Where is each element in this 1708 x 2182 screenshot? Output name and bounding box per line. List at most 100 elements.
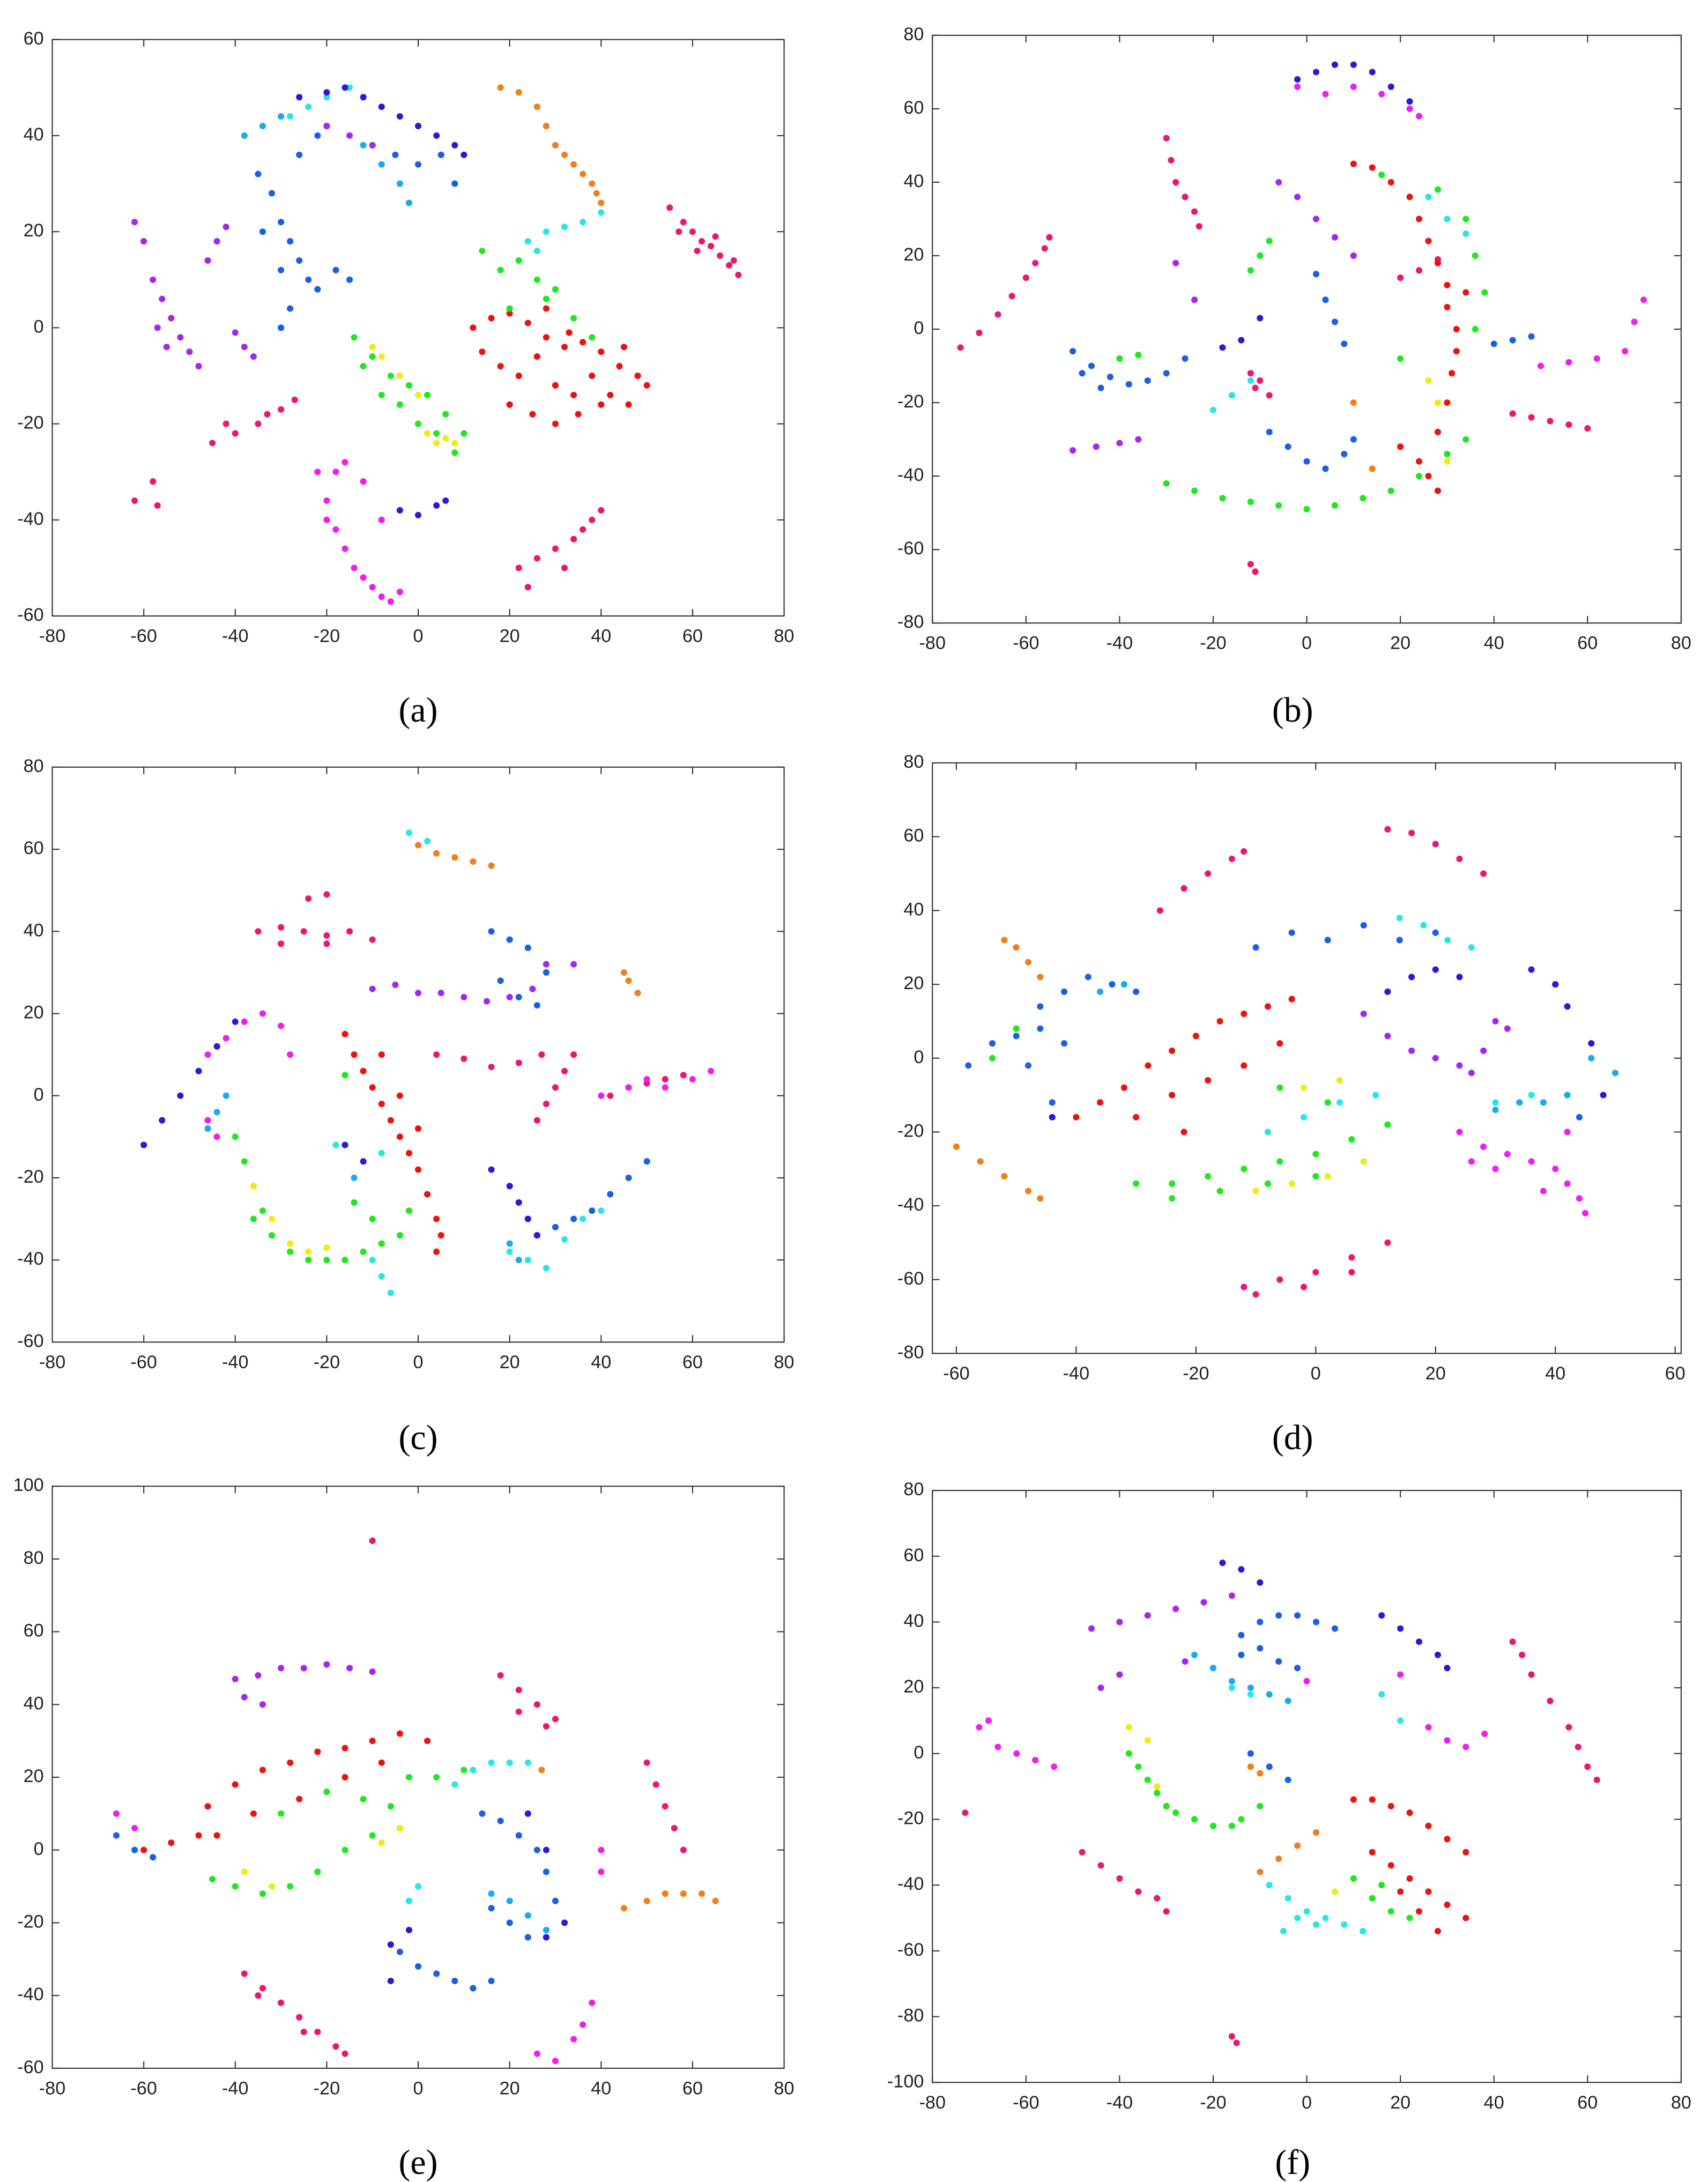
point [1228, 1822, 1235, 1829]
point [470, 858, 477, 865]
point [305, 276, 312, 283]
y-tick-label: 80 [903, 24, 924, 44]
point [387, 598, 394, 605]
point [437, 990, 444, 997]
y-tick-label: 80 [24, 1548, 44, 1568]
point [154, 324, 161, 331]
point [360, 142, 367, 149]
point [1241, 1283, 1247, 1290]
x-tick-label: -20 [314, 1352, 340, 1372]
y-tick-label: -20 [17, 413, 44, 433]
x-tick-label: -20 [1183, 1363, 1209, 1384]
point [278, 266, 285, 273]
point [396, 180, 403, 187]
point [662, 1076, 669, 1083]
point [1228, 1684, 1235, 1691]
point [1462, 1743, 1469, 1750]
point [698, 1890, 706, 1897]
point [1425, 377, 1432, 384]
point [1622, 348, 1629, 355]
y-tick-label: -20 [897, 1120, 924, 1141]
point [561, 224, 568, 231]
x-tick-label: 40 [1484, 633, 1504, 654]
point [598, 1868, 605, 1875]
y-tick-label: -60 [17, 1331, 44, 1351]
y-tick-label: -40 [897, 1194, 924, 1215]
point [387, 1977, 394, 1985]
point [698, 238, 706, 245]
point [341, 1141, 348, 1148]
point [1257, 1579, 1264, 1586]
point [1109, 981, 1116, 988]
point [1324, 1172, 1331, 1180]
point [259, 1010, 266, 1017]
point [598, 199, 605, 206]
point [323, 89, 330, 96]
point [1001, 937, 1008, 944]
x-tick-label: 60 [1665, 1363, 1685, 1384]
point [1294, 76, 1301, 83]
point [1303, 1908, 1310, 1915]
point [1640, 296, 1647, 303]
y-tick-label: 0 [914, 1742, 924, 1763]
x-tick-label: -40 [1107, 633, 1133, 654]
plot-area [51, 39, 785, 617]
point [680, 1072, 687, 1079]
point [222, 1035, 229, 1042]
point [680, 1846, 687, 1853]
point [451, 449, 458, 456]
point [533, 1846, 540, 1853]
point [113, 1832, 120, 1839]
point [1216, 1188, 1223, 1194]
point [1420, 922, 1427, 929]
point [296, 151, 303, 158]
x-tick-label: 0 [1302, 633, 1312, 654]
point [652, 1781, 659, 1788]
point [209, 440, 216, 447]
point [625, 401, 632, 408]
point [461, 1055, 467, 1062]
point [1519, 1651, 1526, 1658]
point [1336, 1099, 1343, 1106]
point [506, 1897, 513, 1904]
point [1468, 1070, 1475, 1077]
point [1037, 1195, 1044, 1202]
point [1169, 1092, 1176, 1099]
point [296, 2014, 303, 2021]
point [543, 1846, 549, 1853]
point [1049, 1099, 1056, 1106]
point [369, 1832, 376, 1839]
point [1070, 348, 1076, 355]
point [1462, 1914, 1469, 1921]
point [1425, 1724, 1432, 1731]
point [259, 1701, 266, 1708]
point [643, 1076, 650, 1083]
point [552, 1897, 559, 1904]
point [1434, 399, 1442, 406]
x-tick-label: 20 [500, 2078, 520, 2098]
point [369, 936, 376, 943]
point [1163, 1908, 1170, 1915]
point [1481, 289, 1488, 296]
point [461, 151, 467, 158]
point [1191, 1651, 1198, 1658]
point [506, 1240, 513, 1247]
point [1387, 83, 1394, 90]
point [1247, 267, 1254, 274]
point [1341, 340, 1348, 347]
point [1013, 1750, 1020, 1757]
point [1378, 172, 1385, 179]
point [360, 362, 367, 370]
point [598, 507, 605, 514]
y-tick-label: -40 [897, 1874, 924, 1894]
point [1360, 495, 1367, 502]
point [643, 1158, 650, 1165]
point [479, 247, 486, 255]
caption: (c) [398, 1418, 437, 1457]
point [1144, 1612, 1151, 1619]
point [1252, 1291, 1259, 1298]
point [977, 1158, 984, 1165]
point [589, 372, 596, 380]
point [533, 1701, 540, 1708]
x-tick-label: -60 [1013, 2092, 1039, 2113]
